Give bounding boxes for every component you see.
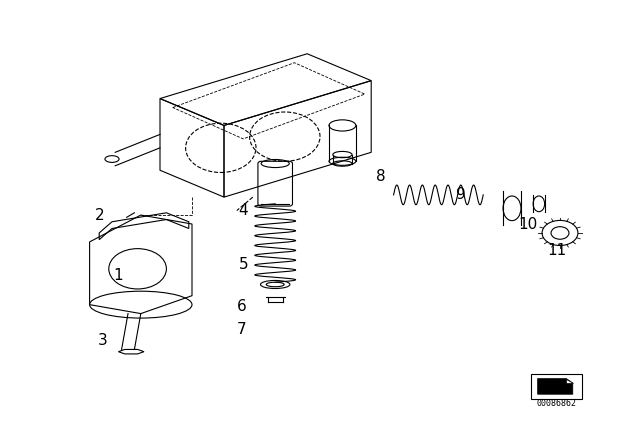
Polygon shape (538, 379, 573, 394)
Text: 8: 8 (376, 169, 386, 185)
Text: 7: 7 (237, 322, 247, 337)
Text: 10: 10 (518, 216, 538, 232)
Text: 5: 5 (238, 257, 248, 272)
Text: 6: 6 (237, 299, 247, 314)
Text: 1: 1 (113, 268, 124, 283)
Text: 11: 11 (547, 243, 566, 258)
Bar (531, 374, 582, 399)
Text: 2: 2 (94, 207, 104, 223)
Text: 00086862: 00086862 (537, 399, 577, 408)
Text: 3: 3 (97, 333, 108, 348)
Text: 4: 4 (238, 203, 248, 218)
Text: 9: 9 (456, 187, 466, 202)
Polygon shape (566, 379, 573, 383)
